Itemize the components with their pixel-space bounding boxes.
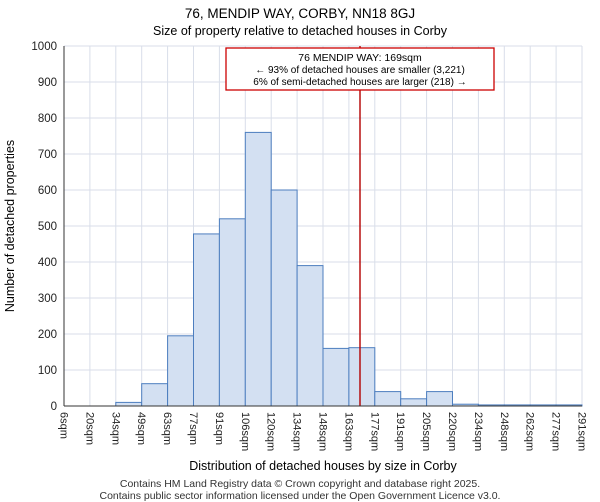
x-tick-label: 220sqm	[446, 412, 458, 451]
y-tick-label: 900	[38, 77, 57, 89]
footer: Contains HM Land Registry data © Crown c…	[0, 478, 600, 502]
y-axis-title: Number of detached properties	[3, 140, 17, 312]
histogram-bar	[167, 335, 195, 407]
histogram-bar	[400, 398, 428, 407]
x-tick-label: 106sqm	[239, 412, 251, 451]
y-tick-label: 700	[38, 149, 57, 161]
x-tick-label: 248sqm	[498, 412, 510, 451]
x-tick-label: 262sqm	[524, 412, 536, 451]
y-tick-label: 100	[38, 365, 57, 377]
x-tick-label: 63sqm	[161, 412, 173, 445]
x-tick-label: 34sqm	[109, 412, 121, 445]
histogram-bar	[193, 233, 220, 407]
annotation-line-2: ← 93% of detached houses are smaller (3,…	[255, 65, 465, 76]
histogram-bar	[296, 265, 324, 407]
footer-line-1: Contains HM Land Registry data © Crown c…	[119, 478, 481, 490]
x-tick-label: 49sqm	[135, 412, 147, 445]
histogram-chart: 0 100 200 300 400 500 600 700 800 900 1000 6sqm 20sq…	[3, 41, 587, 473]
y-tick-label: 200	[38, 329, 57, 341]
chart-header: 76, MENDIP WAY, CORBY, NN18 8GJ Size of …	[0, 0, 600, 38]
chart-title: 76, MENDIP WAY, CORBY, NN18 8GJ	[184, 6, 416, 21]
y-tick-label: 400	[38, 257, 57, 269]
y-tick-label: 0	[51, 401, 57, 413]
histogram-bar	[270, 189, 298, 407]
histogram-bar	[322, 347, 350, 407]
x-tick-label: 277sqm	[550, 412, 562, 451]
x-tick-label: 177sqm	[368, 412, 380, 451]
x-tick-label: 134sqm	[291, 412, 303, 451]
annotation-box	[225, 47, 495, 91]
x-tick-label: 291sqm	[575, 412, 587, 451]
x-tick-label: 163sqm	[342, 412, 354, 451]
x-tick-label: 91sqm	[213, 412, 225, 445]
histogram-bar	[218, 218, 246, 407]
y-tick-label: 800	[38, 113, 57, 125]
y-tick-label: 300	[38, 293, 57, 305]
annotation-line-1: 76 MENDIP WAY: 169sqm	[298, 52, 422, 64]
histogram-bar	[141, 383, 169, 407]
x-tick-label: 120sqm	[265, 412, 277, 451]
x-tick-label: 20sqm	[83, 412, 95, 445]
x-tick-label: 77sqm	[187, 412, 199, 445]
y-tick-label: 1000	[31, 41, 57, 53]
histogram-bar	[244, 131, 272, 407]
histogram-bar	[426, 391, 454, 407]
chart-subtitle: Size of property relative to detached ho…	[153, 24, 447, 38]
histogram-bar	[348, 347, 376, 407]
x-tick-label: 191sqm	[394, 412, 406, 451]
y-tick-label: 600	[38, 185, 57, 197]
x-tick-label: 6sqm	[57, 412, 69, 439]
x-tick-label: 234sqm	[472, 412, 484, 451]
x-tick-label: 205sqm	[420, 412, 432, 451]
annotation-line-3: 6% of semi-detached houses are larger (2…	[253, 77, 466, 88]
x-tick-label: 148sqm	[316, 412, 328, 451]
y-tick-label: 500	[38, 221, 57, 233]
histogram-bar	[115, 401, 143, 407]
footer-line-2: Contains public sector information licen…	[99, 490, 501, 502]
histogram-bar	[374, 391, 402, 407]
x-axis-title: Distribution of detached houses by size …	[189, 459, 457, 473]
